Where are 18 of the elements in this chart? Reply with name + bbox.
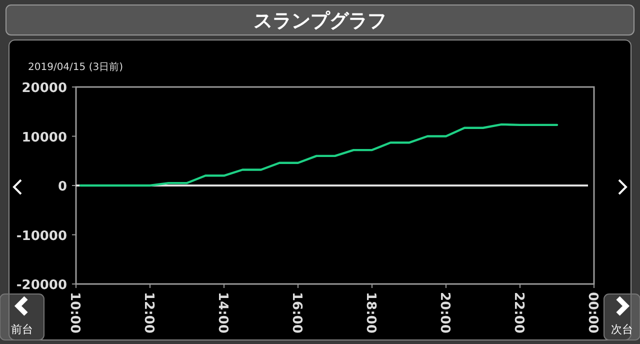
x-tick-label: 20:00 xyxy=(437,292,452,334)
x-tick-label: 18:00 xyxy=(363,292,378,334)
y-tick-label: 0 xyxy=(58,180,67,194)
line-series xyxy=(79,123,558,187)
y-tick-label: -10000 xyxy=(16,228,67,244)
chart-subtitle: 2019/04/15 (3日前) xyxy=(28,61,124,73)
x-tick-label: 22:00 xyxy=(511,292,526,334)
x-tick-label: 16:00 xyxy=(289,292,304,334)
x-tick-label: 10:00 xyxy=(67,292,82,334)
x-tick-label: 14:00 xyxy=(215,292,230,334)
text: 前台 xyxy=(11,323,33,336)
text: 次台 xyxy=(611,323,633,336)
chart-title: スランプグラフ xyxy=(254,10,386,32)
y-tick-label: -20000 xyxy=(16,278,67,293)
y-tick-label: 10000 xyxy=(22,130,67,146)
x-tick-label: 00:00 xyxy=(585,292,600,334)
y-tick-label: 20000 xyxy=(22,81,67,96)
x-tick-label: 12:00 xyxy=(141,292,156,334)
